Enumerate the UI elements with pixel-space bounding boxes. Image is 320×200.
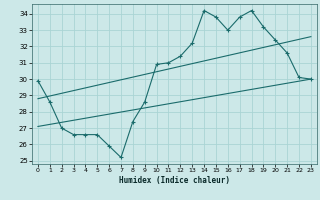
X-axis label: Humidex (Indice chaleur): Humidex (Indice chaleur) xyxy=(119,176,230,185)
